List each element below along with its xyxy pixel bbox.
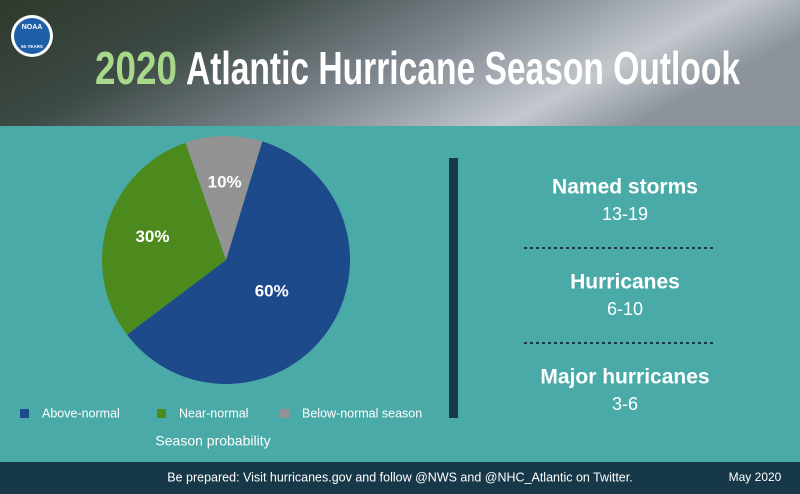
footer-text: Be prepared: Visit hurricanes.gov and fo… — [167, 470, 632, 484]
logo-disc — [14, 18, 50, 54]
pie-slice — [185, 136, 263, 260]
legend-swatch — [157, 409, 166, 418]
pie-slice — [126, 141, 351, 385]
pie-chart: 60% 30% 10% — [102, 136, 351, 385]
stat-value: 13-19 — [602, 204, 648, 224]
stats-panel: Named storms 13-19 Hurricanes 6-10 Major hur… — [524, 176, 714, 414]
legend-label: Below-normal season — [302, 406, 422, 420]
slice-label: 10% — [208, 173, 242, 192]
slice-label: 30% — [135, 227, 169, 246]
pie-slice — [102, 142, 226, 335]
divider — [449, 158, 458, 418]
stat-label: Major hurricanes — [540, 366, 709, 389]
logo-text: NOAA — [22, 24, 43, 31]
title-year: 2020 — [95, 42, 177, 94]
chart-title: Atlantic Hurricane Season Outlook — [186, 42, 740, 94]
legend-swatch — [20, 409, 29, 418]
stat-label: Named storms — [552, 176, 698, 199]
legend-label: Near-normal — [179, 406, 248, 420]
slice-label: 60% — [255, 281, 289, 300]
chart-caption: Season probability — [155, 433, 270, 449]
stat-value: 6-10 — [607, 299, 643, 319]
legend-label: Above-normal — [42, 406, 120, 420]
legend-swatch — [280, 409, 289, 418]
stat-value: 3-6 — [612, 394, 638, 414]
footer-date: May 2020 — [729, 470, 782, 484]
header-image — [0, 0, 800, 126]
noaa-logo: NOAA 50 YEARS — [11, 15, 53, 57]
footer-bar — [0, 462, 800, 494]
legend: Above-normal Near-normal Below-normal seas… — [20, 406, 422, 420]
logo-subtext: 50 YEARS — [21, 44, 43, 49]
stat-label: Hurricanes — [570, 271, 680, 294]
